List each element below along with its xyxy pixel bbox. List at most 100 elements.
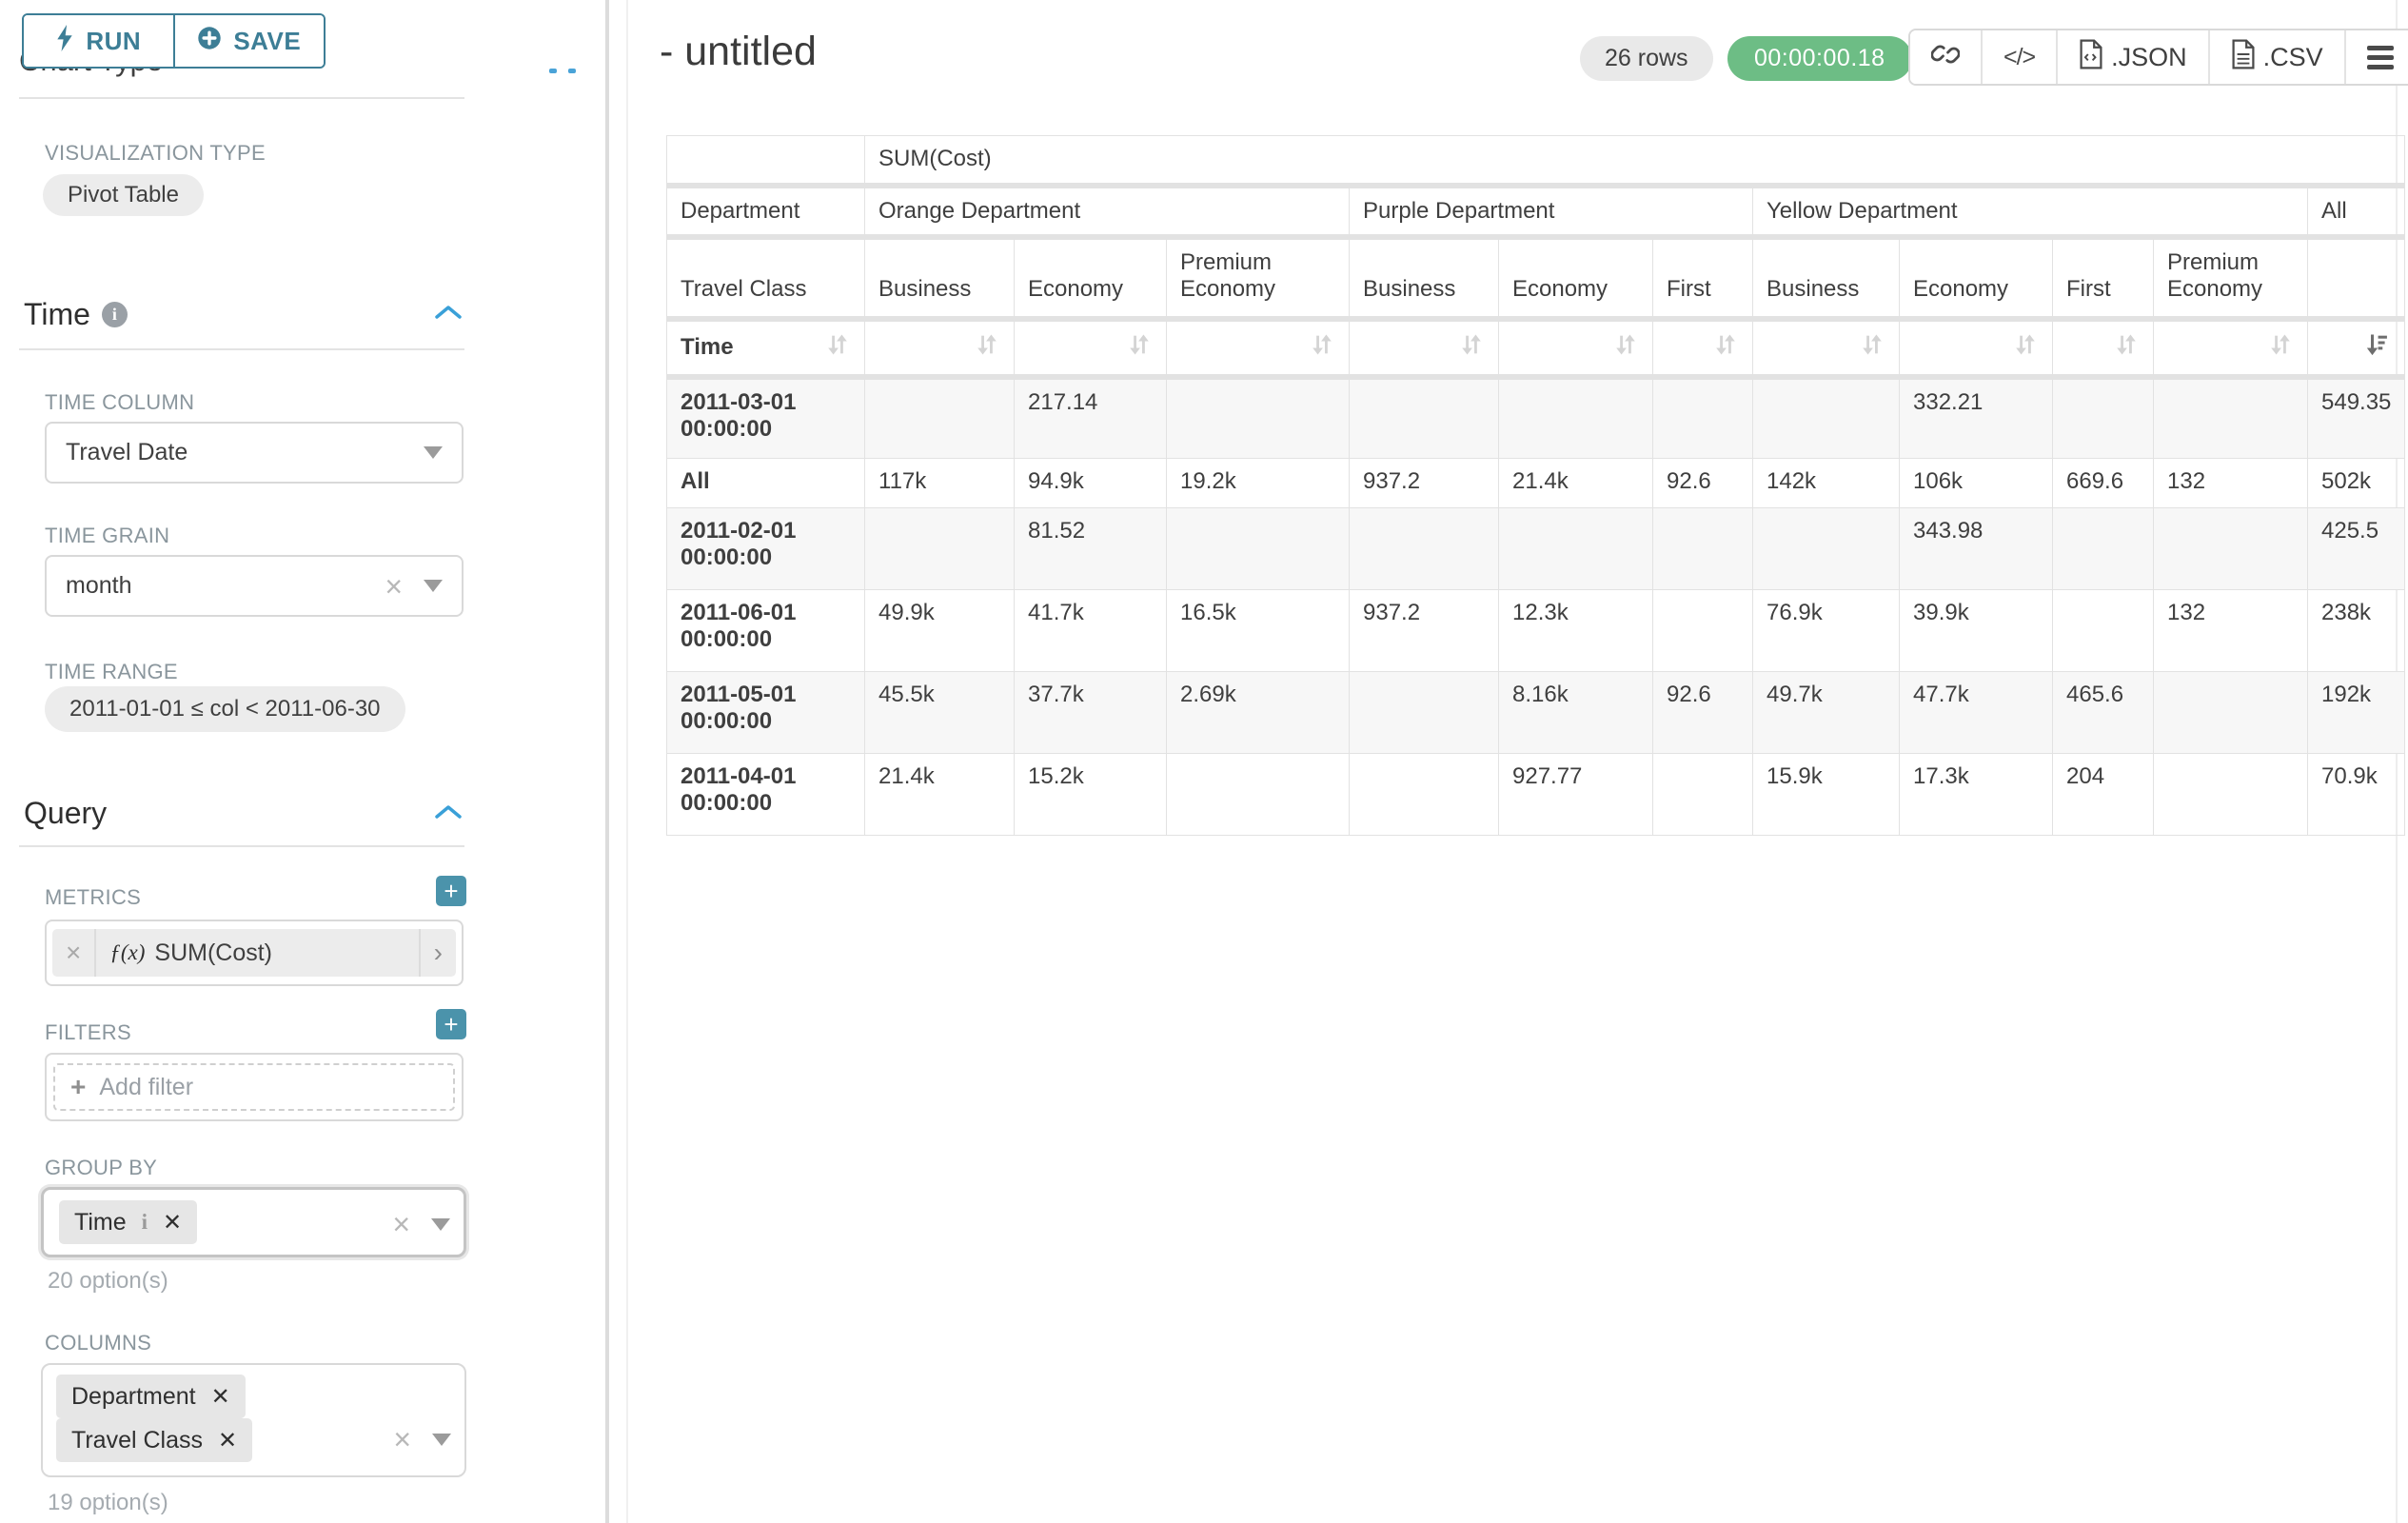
- group-by-options-count: 20 option(s): [48, 1268, 168, 1295]
- chevron-down-icon[interactable]: [431, 1218, 450, 1231]
- column-field-header: Travel Class: [667, 237, 865, 319]
- sort-icon[interactable]: [1126, 331, 1153, 365]
- time-header-label: Time: [681, 334, 734, 361]
- remove-tag-icon[interactable]: ✕: [211, 1383, 230, 1411]
- sort-icon[interactable]: [2267, 331, 2294, 365]
- table-row: 2011-04-01 00:00:0021.4k15.2k927.7715.9k…: [667, 754, 2405, 836]
- sort-header[interactable]: [1350, 319, 1499, 377]
- view-query-button[interactable]: </>: [1981, 30, 2056, 84]
- table-cell: 92.6: [1653, 459, 1753, 508]
- menu-button[interactable]: [2344, 30, 2408, 84]
- sort-icon[interactable]: [1712, 331, 1739, 365]
- clear-icon[interactable]: ×: [392, 1209, 410, 1239]
- sort-header[interactable]: [2053, 319, 2154, 377]
- table-cell: [1167, 508, 1350, 590]
- visualization-type-pill[interactable]: Pivot Table: [43, 174, 204, 216]
- time-column-select[interactable]: Travel Date: [45, 422, 464, 484]
- table-cell: [865, 508, 1015, 590]
- time-sort-header[interactable]: Time: [667, 319, 865, 377]
- sort-icon[interactable]: [1859, 331, 1885, 365]
- time-range-label: TIME RANGE: [45, 660, 178, 684]
- collapse-chevron-icon[interactable]: [433, 305, 464, 325]
- metric-pill[interactable]: × ƒ(x) SUM(Cost) ›: [52, 929, 456, 977]
- chevron-right-icon[interactable]: ›: [419, 929, 456, 977]
- table-cell: [2154, 754, 2308, 836]
- remove-metric-icon[interactable]: ×: [52, 929, 96, 977]
- time-range-pill[interactable]: 2011-01-01 ≤ col < 2011-06-30: [45, 686, 405, 732]
- run-button[interactable]: RUN: [24, 15, 173, 67]
- travel-class-header: [2308, 237, 2405, 319]
- sort-icon[interactable]: [974, 331, 1000, 365]
- lightning-icon: [55, 25, 74, 58]
- group-by-tag: Time i ✕: [59, 1200, 197, 1244]
- table-cell: 192k: [2308, 672, 2405, 754]
- table-cell: [2154, 508, 2308, 590]
- time-grain-select[interactable]: month ×: [45, 555, 464, 617]
- info-icon: i: [102, 302, 128, 327]
- sort-header[interactable]: [1900, 319, 2053, 377]
- group-by-label: GROUP BY: [45, 1156, 157, 1180]
- remove-tag-icon[interactable]: ✕: [163, 1209, 182, 1236]
- department-header-row: Department Orange Department Purple Depa…: [667, 186, 2405, 237]
- travel-class-header: Economy: [1900, 237, 2053, 319]
- clear-icon[interactable]: ×: [385, 571, 403, 602]
- travel-class-header: Premium Economy: [1167, 237, 1350, 319]
- table-cell: 19.2k: [1167, 459, 1350, 508]
- chart-title[interactable]: - untitled: [660, 29, 817, 75]
- table-cell: [1753, 508, 1900, 590]
- table-cell: [1167, 754, 1350, 836]
- save-button[interactable]: SAVE: [173, 15, 325, 67]
- department-group-header: All: [2308, 186, 2405, 237]
- sort-header[interactable]: [1653, 319, 1753, 377]
- table-cell: 502k: [2308, 459, 2405, 508]
- code-icon: </>: [2003, 44, 2035, 71]
- sort-icon[interactable]: [1612, 331, 1639, 365]
- export-json-button[interactable]: .JSON: [2056, 30, 2208, 84]
- columns-tag: Department ✕: [56, 1375, 246, 1418]
- collapse-chevron-icon[interactable]: [433, 804, 464, 824]
- add-filter-button[interactable]: + Add filter: [53, 1063, 455, 1111]
- chevron-down-icon[interactable]: [432, 1434, 451, 1446]
- sort-icon[interactable]: [2113, 331, 2140, 365]
- query-section-title: Query: [24, 796, 107, 831]
- add-metric-button[interactable]: +: [436, 876, 466, 906]
- table-row: 2011-02-01 00:00:0081.52343.98425.5: [667, 508, 2405, 590]
- clear-icon[interactable]: ×: [393, 1424, 411, 1454]
- table-cell: 425.5: [2308, 508, 2405, 590]
- table-cell: 70.9k: [2308, 754, 2405, 836]
- sort-header[interactable]: [1015, 319, 1167, 377]
- table-cell: [2053, 377, 2154, 459]
- csv-file-icon: [2231, 39, 2256, 76]
- json-file-icon: [2079, 39, 2103, 76]
- sort-header-active[interactable]: [2308, 319, 2405, 377]
- sidebar-scrollbar[interactable]: [605, 0, 609, 1523]
- table-cell: [2154, 672, 2308, 754]
- sort-header[interactable]: [1753, 319, 1900, 377]
- sort-header[interactable]: [1499, 319, 1653, 377]
- table-cell: [1350, 672, 1499, 754]
- sort-header[interactable]: [2154, 319, 2308, 377]
- columns-label: COLUMNS: [45, 1331, 151, 1355]
- sort-header[interactable]: [865, 319, 1015, 377]
- table-cell: [2154, 377, 2308, 459]
- table-cell: 12.3k: [1499, 590, 1653, 672]
- remove-tag-icon[interactable]: ✕: [218, 1427, 237, 1454]
- export-csv-button[interactable]: .CSV: [2208, 30, 2344, 84]
- share-link-button[interactable]: [1910, 30, 1981, 84]
- sort-desc-icon[interactable]: [2364, 331, 2391, 365]
- columns-select[interactable]: Department ✕ Travel Class ✕ ×: [41, 1363, 466, 1477]
- add-filter-plus-button[interactable]: +: [436, 1009, 466, 1039]
- sort-header[interactable]: [1167, 319, 1350, 377]
- sort-icon[interactable]: [824, 331, 851, 365]
- travel-class-header: Economy: [1499, 237, 1653, 319]
- sort-icon[interactable]: [1458, 331, 1485, 365]
- empty-corner-cell: [667, 136, 865, 186]
- control-panel-sidebar: Chart Type RUN SAVE VISUALIZATION TYPE P…: [0, 0, 619, 1523]
- time-column-label: TIME COLUMN: [45, 390, 194, 415]
- sort-icon[interactable]: [2012, 331, 2039, 365]
- table-cell: 37.7k: [1015, 672, 1167, 754]
- group-by-select[interactable]: Time i ✕ ×: [41, 1187, 466, 1257]
- superset-explore-view: Chart Type RUN SAVE VISUALIZATION TYPE P…: [0, 0, 2408, 1523]
- sort-icon[interactable]: [1309, 331, 1335, 365]
- table-cell: 16.5k: [1167, 590, 1350, 672]
